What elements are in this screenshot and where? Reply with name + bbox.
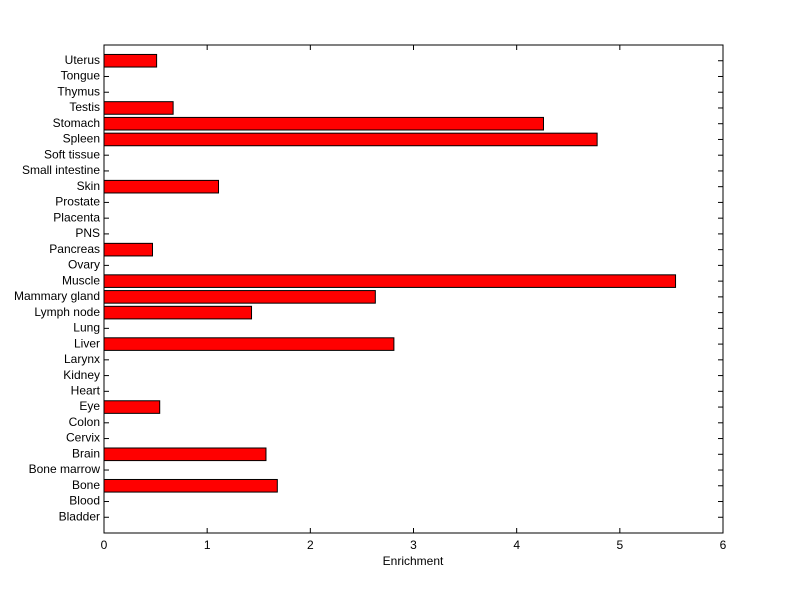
y-tick-label: Muscle (62, 273, 100, 287)
y-tick-label: Brain (72, 446, 100, 460)
y-tick-label: Blood (69, 494, 100, 508)
bar (103, 400, 161, 414)
x-tick-label: 2 (307, 538, 314, 552)
x-tick-label: 5 (616, 538, 623, 552)
bar (103, 53, 158, 68)
y-tick-label: Bladder (59, 509, 100, 523)
y-tick-label: Stomach (53, 116, 100, 130)
y-tick-label: PNS (75, 226, 100, 240)
y-tick-label: Eye (79, 399, 100, 413)
y-tick-label: Pancreas (49, 242, 100, 256)
bar (103, 242, 153, 257)
x-tick-label: 4 (513, 538, 520, 552)
x-tick-label: 1 (204, 538, 211, 552)
y-tick-label: Testis (69, 100, 100, 114)
y-tick-label: Uterus (65, 53, 100, 67)
y-tick-label: Lymph node (34, 305, 100, 319)
x-axis-label: Enrichment (383, 554, 444, 568)
y-tick-label: Prostate (55, 195, 100, 209)
bar (103, 101, 174, 115)
y-tick-label: Kidney (63, 368, 100, 382)
bar (103, 179, 220, 194)
y-tick-label: Skin (77, 179, 100, 193)
y-tick-label: Cervix (66, 431, 100, 445)
bar (103, 116, 544, 131)
bar (103, 447, 267, 462)
bar (103, 274, 677, 288)
bar (103, 337, 395, 351)
x-tick-label: 0 (101, 538, 108, 552)
y-tick-label: Lung (73, 321, 100, 335)
bar (103, 305, 253, 320)
y-tick-label: Liver (74, 336, 100, 350)
bar (103, 290, 376, 304)
y-tick-label: Bone marrow (29, 462, 101, 476)
x-tick-label: 6 (720, 538, 727, 552)
y-tick-label: Small intestine (22, 163, 100, 177)
y-tick-label: Thymus (57, 84, 100, 98)
y-tick-label: Colon (69, 415, 100, 429)
y-tick-label: Heart (71, 383, 101, 397)
bar (103, 478, 278, 493)
x-tick-label: 3 (410, 538, 417, 552)
y-tick-label: Spleen (63, 132, 100, 146)
y-tick-label: Placenta (53, 210, 100, 224)
y-tick-label: Tongue (61, 69, 101, 83)
y-tick-label: Bone (72, 478, 100, 492)
bar (103, 132, 598, 147)
y-tick-label: Mammary gland (14, 289, 100, 303)
axes-box (103, 44, 724, 534)
y-tick-label: Larynx (64, 352, 100, 366)
y-tick-label: Ovary (68, 258, 100, 272)
y-tick-label: Soft tissue (44, 147, 100, 161)
